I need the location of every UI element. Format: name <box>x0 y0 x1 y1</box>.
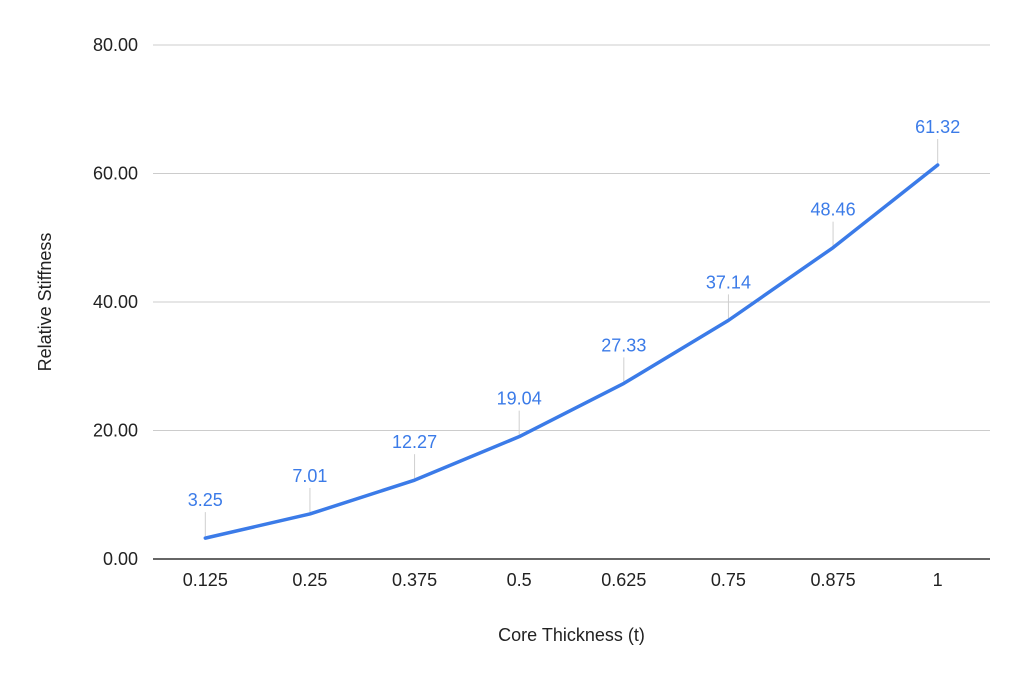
data-label-leaders <box>204 139 939 537</box>
data-label: 3.25 <box>188 490 223 510</box>
x-tick-label: 1 <box>933 570 943 590</box>
data-label: 61.32 <box>915 117 960 137</box>
x-tick-label: 0.75 <box>711 570 746 590</box>
y-tick-label: 20.00 <box>93 421 138 441</box>
x-tick-label: 0.125 <box>183 570 228 590</box>
data-label: 48.46 <box>811 200 856 220</box>
y-tick-label: 60.00 <box>93 164 138 184</box>
x-tick-label: 0.375 <box>392 570 437 590</box>
series-layer <box>203 163 940 540</box>
y-tick-label: 80.00 <box>93 35 138 55</box>
data-label: 7.01 <box>292 466 327 486</box>
data-label: 27.33 <box>601 335 646 355</box>
x-axis-ticks: 0.125 0.25 0.375 0.5 0.625 0.75 0.875 1 <box>183 570 943 590</box>
data-label: 19.04 <box>497 389 542 409</box>
y-tick-label: 0.00 <box>103 549 138 569</box>
y-axis-title: Relative Stiffness <box>35 233 55 372</box>
x-axis-title: Core Thickness (t) <box>498 625 645 645</box>
gridlines <box>153 44 990 431</box>
x-tick-label: 0.5 <box>507 570 532 590</box>
y-tick-label: 40.00 <box>93 292 138 312</box>
x-tick-label: 0.625 <box>601 570 646 590</box>
data-label: 37.14 <box>706 272 751 292</box>
series-line <box>203 163 940 540</box>
y-axis-ticks: 0.00 20.00 40.00 60.00 80.00 <box>93 35 138 569</box>
data-label: 12.27 <box>392 432 437 452</box>
x-tick-label: 0.25 <box>292 570 327 590</box>
data-labels: 3.25 7.01 12.27 19.04 27.33 37.14 48.46 61.32 <box>188 117 960 510</box>
x-tick-label: 0.875 <box>811 570 856 590</box>
